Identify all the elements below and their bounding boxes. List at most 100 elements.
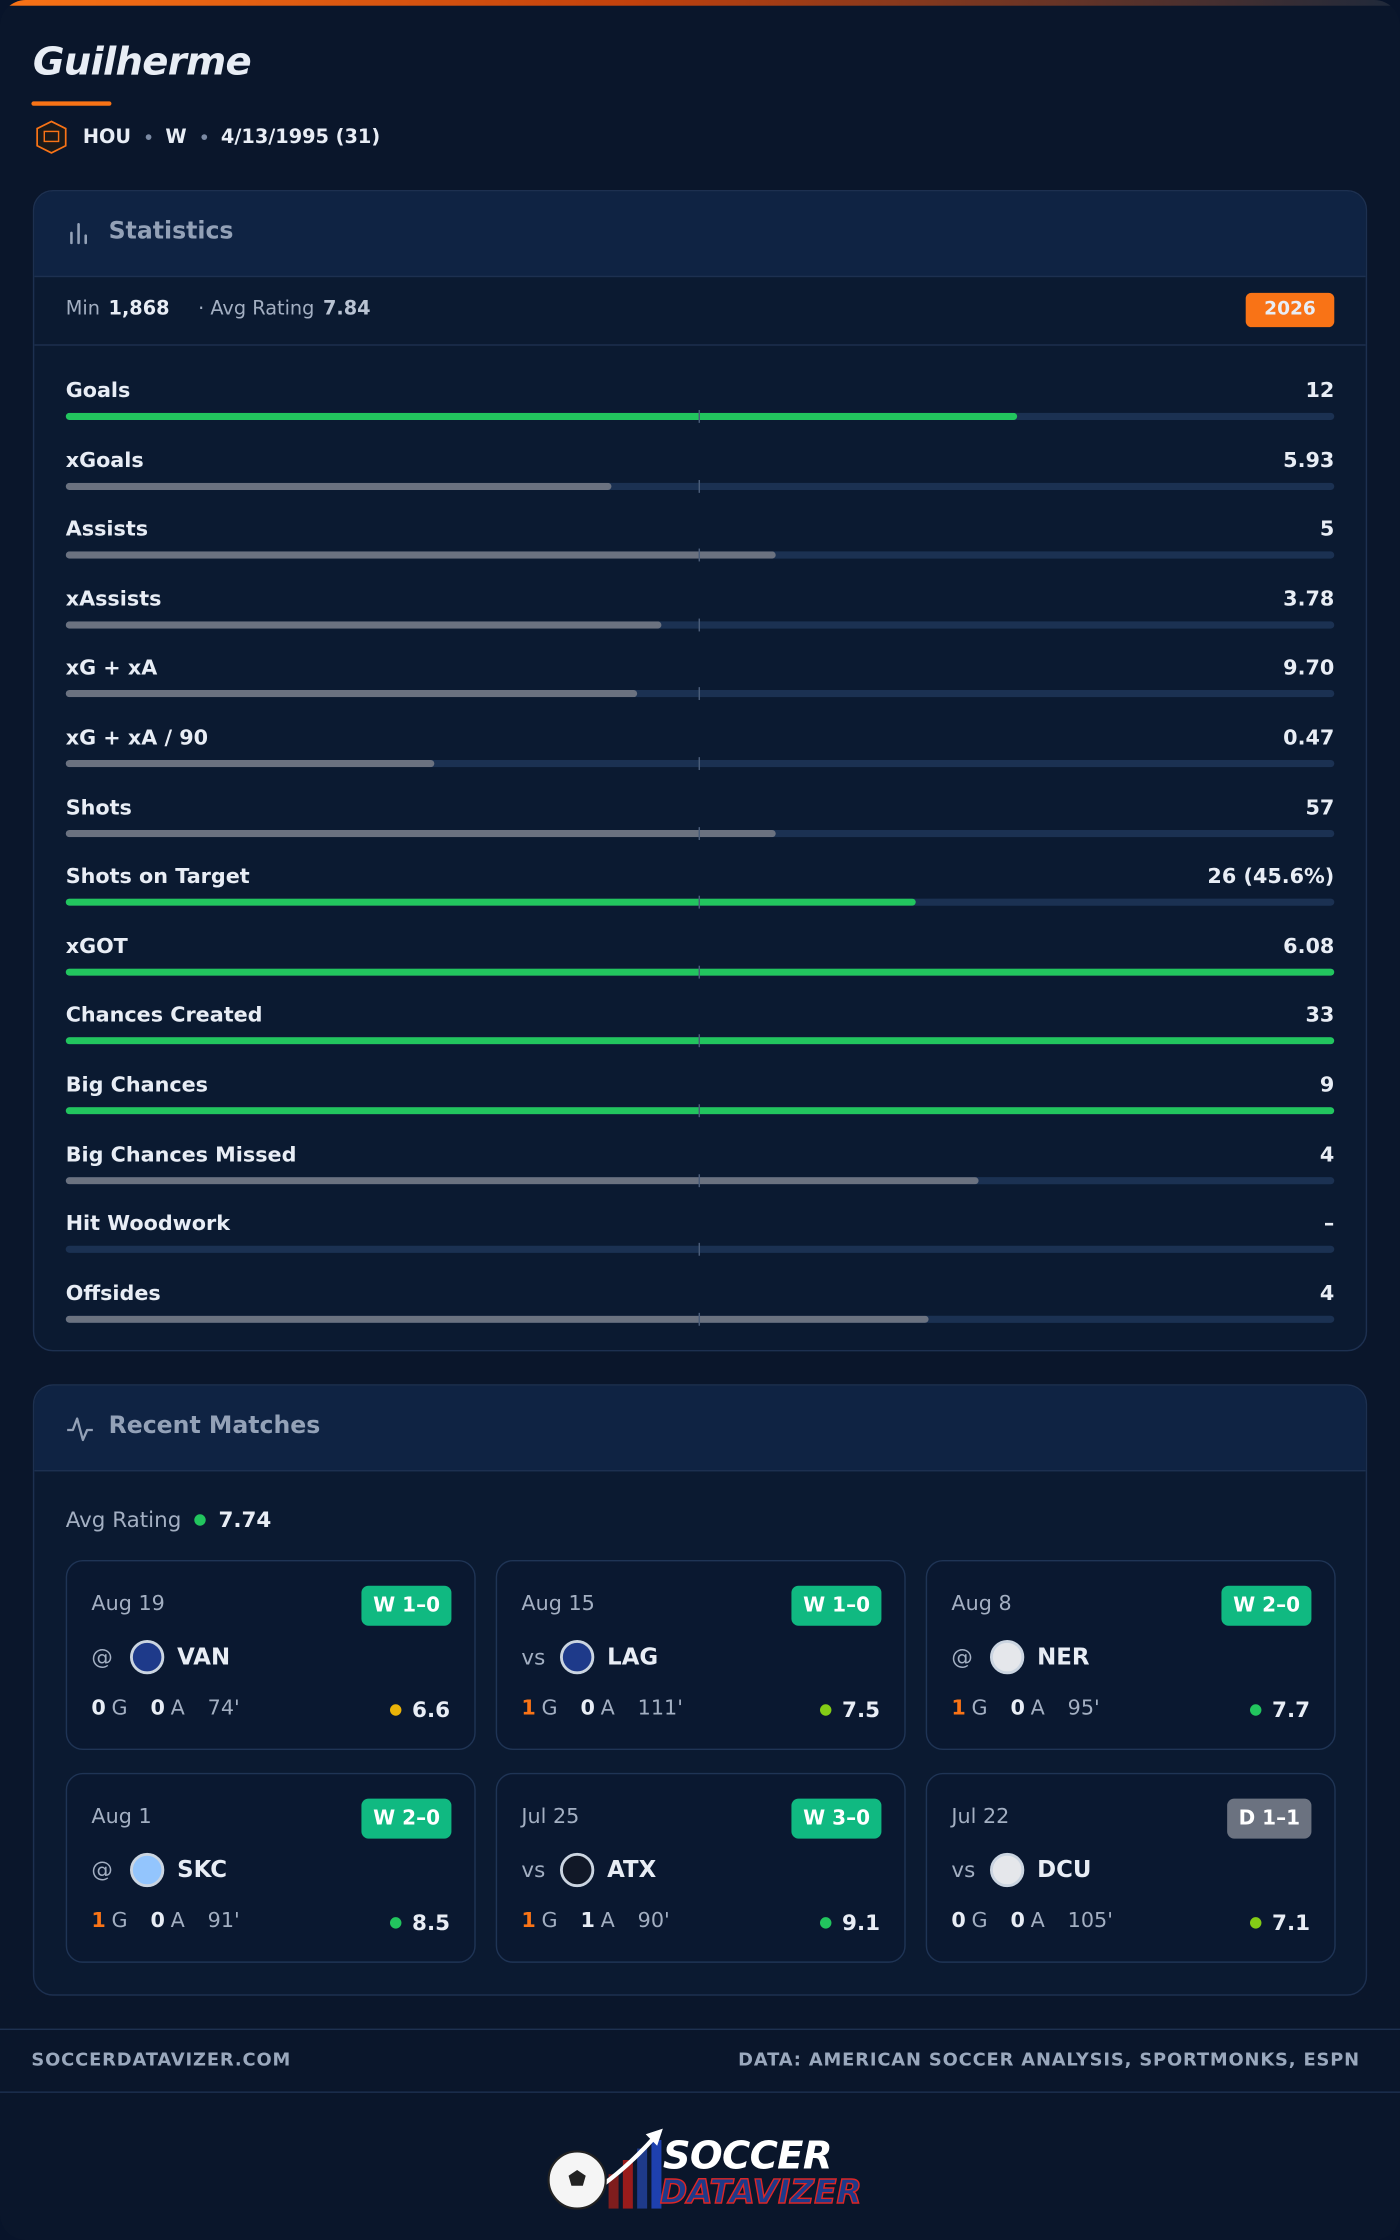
- brand-logo: SOCCER DATAVIZER: [543, 2126, 872, 2217]
- match-rating: 9.1: [820, 1910, 880, 1936]
- opponent-crest: [129, 1639, 165, 1675]
- match-date: Aug 19: [91, 1592, 165, 1616]
- opponent: LAG: [607, 1642, 659, 1670]
- rating-label: · Avg Rating: [198, 297, 315, 320]
- assists-label: A: [600, 1697, 615, 1720]
- goals: 1: [951, 1697, 966, 1720]
- stat-label: xG + xA / 90: [65, 727, 209, 750]
- goals-label: G: [541, 1909, 558, 1933]
- team-crest: [36, 120, 67, 154]
- card-header: Statistics: [34, 191, 1366, 278]
- opponent: SKC: [177, 1855, 228, 1883]
- match-result: W 1–0: [791, 1585, 882, 1626]
- stat-value: 0.47: [1283, 727, 1335, 750]
- opponent-crest: [559, 1639, 595, 1675]
- goals-label: G: [111, 1697, 128, 1720]
- assists: 0: [580, 1697, 595, 1720]
- stats-icon: [70, 222, 87, 245]
- bar-track: [65, 1315, 1335, 1323]
- stat-value: 33: [1305, 1004, 1335, 1028]
- stat-label: xGoals: [65, 449, 144, 473]
- goals-label: G: [541, 1697, 558, 1720]
- stat-row: Assists 5: [65, 509, 1335, 578]
- goals-label: G: [971, 1909, 988, 1933]
- midpoint-tick: [698, 895, 700, 909]
- stat-row: xG + xA / 90 0.47: [65, 717, 1335, 786]
- bar-fill: [65, 898, 916, 906]
- match-card[interactable]: Aug 8 W 2–0 @ NER 1 G 0 A 95' 7.7: [925, 1559, 1336, 1750]
- position: W: [165, 125, 187, 149]
- stat-value: 9.70: [1283, 657, 1335, 681]
- stat-label: Chances Created: [65, 1004, 263, 1028]
- match-card[interactable]: Aug 15 W 1–0 vs LAG 1 G 0 A 111' 7.5: [495, 1559, 906, 1750]
- site[interactable]: SOCCERDATAVIZER.COM: [31, 2048, 292, 2070]
- match-stats: 1 G 0 A 95': [951, 1697, 1099, 1720]
- minutes: 1,868: [108, 297, 170, 320]
- bar-fill: [65, 1315, 929, 1323]
- match-card[interactable]: Jul 22 D 1–1 vs DCU 0 G 0 A 105' 7.1: [925, 1772, 1336, 1963]
- stat-value: 6.08: [1283, 935, 1335, 959]
- opponent: ATX: [607, 1855, 657, 1883]
- stat-row: Offsides 4: [65, 1273, 1335, 1342]
- match-card[interactable]: Aug 1 W 2–0 @ SKC 1 G 0 A 91' 8.5: [65, 1772, 476, 1963]
- match-stats: 1 G 0 A 111': [521, 1697, 682, 1720]
- opponent: NER: [1037, 1642, 1090, 1670]
- match-card[interactable]: Aug 19 W 1–0 @ VAN 0 G 0 A 74' 6.6: [65, 1559, 476, 1750]
- bar-fill: [65, 759, 434, 768]
- minutes: 111': [637, 1697, 683, 1720]
- avg-rating: 7.84: [322, 297, 371, 320]
- midpoint-tick: [698, 409, 700, 423]
- statistics-card: Statistics Min 1,868 · Avg Rating 7.84 2…: [32, 189, 1368, 1352]
- season-badge[interactable]: 2026: [1245, 292, 1335, 328]
- rating-dot: [390, 1704, 403, 1716]
- logo-bottom: DATAVIZER: [659, 2174, 862, 2213]
- bar-fill: [65, 482, 612, 490]
- opponent-crest: [989, 1852, 1025, 1888]
- midpoint-tick: [698, 479, 700, 493]
- divider: [0, 2028, 1400, 2030]
- opponent: VAN: [177, 1642, 231, 1670]
- goals: 0: [951, 1909, 966, 1933]
- match-rating: 7.7: [1250, 1697, 1310, 1723]
- goals-label: G: [971, 1697, 988, 1720]
- stat-label: xAssists: [65, 588, 162, 612]
- midpoint-tick: [698, 618, 700, 632]
- card-header: Recent Matches: [34, 1385, 1366, 1472]
- match-result: W 3–0: [791, 1798, 882, 1839]
- midpoint-tick: [698, 965, 700, 979]
- venue: @: [91, 1644, 113, 1670]
- opponent-crest: [989, 1639, 1025, 1675]
- bar-fill: [65, 1037, 1335, 1045]
- stat-row: Shots on Target 26 (45.6%): [65, 856, 1335, 925]
- match-card[interactable]: Jul 25 W 3–0 vs ATX 1 G 1 A 90' 9.1: [495, 1772, 906, 1963]
- goals: 1: [91, 1909, 106, 1933]
- minutes: 74': [207, 1697, 240, 1720]
- summary-row: Min 1,868 · Avg Rating 7.84 2026: [34, 276, 1366, 346]
- stat-label: xGOT: [65, 935, 128, 959]
- stat-value: 3.78: [1283, 588, 1335, 612]
- assists: 0: [1010, 1697, 1025, 1720]
- goals: 0: [91, 1697, 106, 1720]
- stat-value: 57: [1305, 796, 1335, 820]
- match-result: D 1–1: [1227, 1798, 1312, 1839]
- stat-value: 5.93: [1283, 449, 1335, 473]
- match-rating: 6.6: [390, 1697, 450, 1723]
- rating: 7.1: [1272, 1909, 1310, 1936]
- minutes: 95': [1067, 1697, 1100, 1720]
- stat-row: Hit Woodwork –: [65, 1203, 1335, 1272]
- assists: 0: [1010, 1909, 1025, 1933]
- assists: 0: [150, 1697, 165, 1720]
- bar-fill: [65, 690, 637, 698]
- opponent-crest: [559, 1852, 595, 1888]
- rating: 7.7: [1272, 1697, 1310, 1723]
- assists: 0: [150, 1909, 165, 1933]
- player-meta: HOU W 4/13/1995 (31): [34, 120, 380, 154]
- minutes: 90': [637, 1909, 670, 1933]
- midpoint-tick: [698, 1312, 700, 1326]
- stat-row: xG + xA 9.70: [65, 648, 1335, 717]
- recent-avg: Avg Rating 7.74: [66, 1507, 272, 1533]
- venue: vs: [521, 1857, 546, 1883]
- stat-label: Shots on Target: [65, 865, 250, 889]
